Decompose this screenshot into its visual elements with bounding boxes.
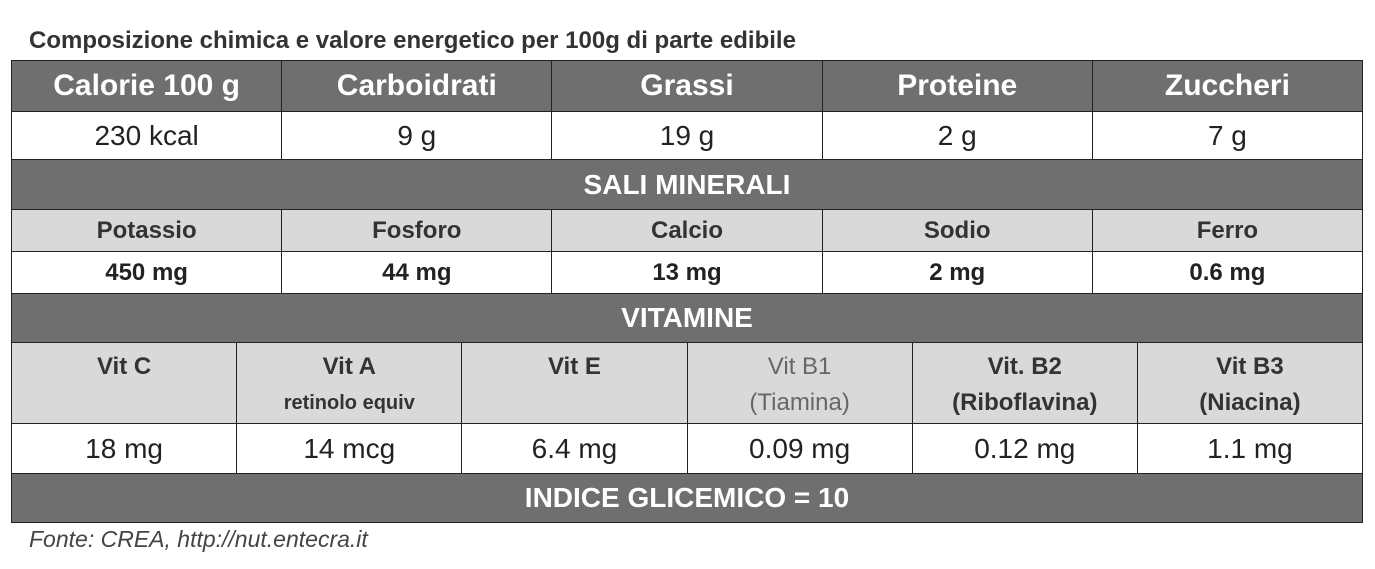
header-line: Vit E — [547, 353, 601, 380]
header-line: Vit. B2 — [987, 353, 1062, 380]
header-cell: Vit C — [12, 343, 236, 423]
header-cell: Calcio — [551, 210, 821, 251]
header-line: retinolo equiv — [283, 392, 415, 414]
header-cell: Proteine — [821, 61, 1092, 111]
value-cell: 2 g — [821, 112, 1092, 159]
value-cell: 9 g — [281, 112, 551, 159]
table-row: INDICE GLICEMICO = 10 — [12, 473, 1362, 522]
section-band: INDICE GLICEMICO = 10 — [524, 482, 850, 513]
value-cell: 7 g — [1091, 112, 1362, 159]
header-cell: Grassi — [551, 61, 821, 111]
value-cell: 0.09 mg — [686, 424, 912, 473]
header-cell: Fosforo — [281, 210, 551, 251]
nutrition-table: Calorie 100 g Carboidrati Grassi Proteine Zu… — [11, 60, 1363, 523]
value-cell: 2 mg — [821, 252, 1092, 293]
value-cell: 1.1 mg — [1136, 424, 1362, 473]
header-line: Vit B1 — [767, 353, 832, 380]
header-line: (Tiamina) — [749, 389, 850, 416]
table-row: Vit C Vit A retinolo equiv Vit E Vit B1 (Tiam… — [12, 342, 1362, 423]
header-line: (Riboflavina) — [952, 389, 1098, 416]
value-cell: 19 g — [551, 112, 821, 159]
header-cell: Zuccheri — [1091, 61, 1362, 111]
table-row: 450 mg 44 mg 13 mg 2 mg 0.6 mg — [12, 251, 1362, 293]
header-line: Vit C — [96, 353, 152, 380]
value-cell: 6.4 mg — [461, 424, 686, 473]
header-cell: Calorie 100 g — [53, 69, 240, 102]
header-line: Vit B3 — [1216, 353, 1284, 380]
header-cell: Vit B1 (Tiamina) — [686, 343, 912, 423]
header-line: (Niacina) — [1199, 389, 1301, 416]
table-row: 18 mg 14 mcg 6.4 mg 0.09 mg 0.12 mg 1.1 mg — [12, 423, 1362, 473]
table-row: Potassio Fosforo Calcio Sodio Ferro — [12, 209, 1362, 251]
source-note: Fonte: CREA, http://nut.entecra.it — [29, 526, 368, 552]
value-cell: 44 mg — [281, 252, 551, 293]
value-cell: 18 mg — [85, 432, 163, 464]
value-cell: 0.12 mg — [911, 424, 1137, 473]
header-cell: Carboidrati — [281, 61, 551, 111]
header-cell: Vit B3 (Niacina) — [1136, 343, 1362, 423]
value-cell: 0.6 mg — [1091, 252, 1362, 293]
value-cell: 14 mcg — [236, 424, 461, 473]
header-cell: Vit. B2 (Riboflavina) — [911, 343, 1137, 423]
value-cell: 13 mg — [551, 252, 821, 293]
value-cell: 230 kcal — [94, 119, 199, 151]
header-cell: Potassio — [96, 216, 197, 244]
table-row: SALI MINERALI — [12, 159, 1362, 209]
table-row: Calorie 100 g Carboidrati Grassi Proteine Zu… — [12, 61, 1362, 111]
header-cell: Vit E — [461, 343, 686, 423]
table-row: VITAMINE — [12, 293, 1362, 342]
section-band: SALI MINERALI — [583, 168, 791, 200]
table-title: Composizione chimica e valore energetico… — [29, 27, 796, 54]
header-line: Vit A — [322, 353, 376, 380]
header-cell: Sodio — [821, 210, 1092, 251]
section-band: VITAMINE — [621, 302, 753, 333]
header-cell: Ferro — [1091, 210, 1362, 251]
value-cell: 450 mg — [105, 258, 188, 286]
header-cell: Vit A retinolo equiv — [236, 343, 461, 423]
